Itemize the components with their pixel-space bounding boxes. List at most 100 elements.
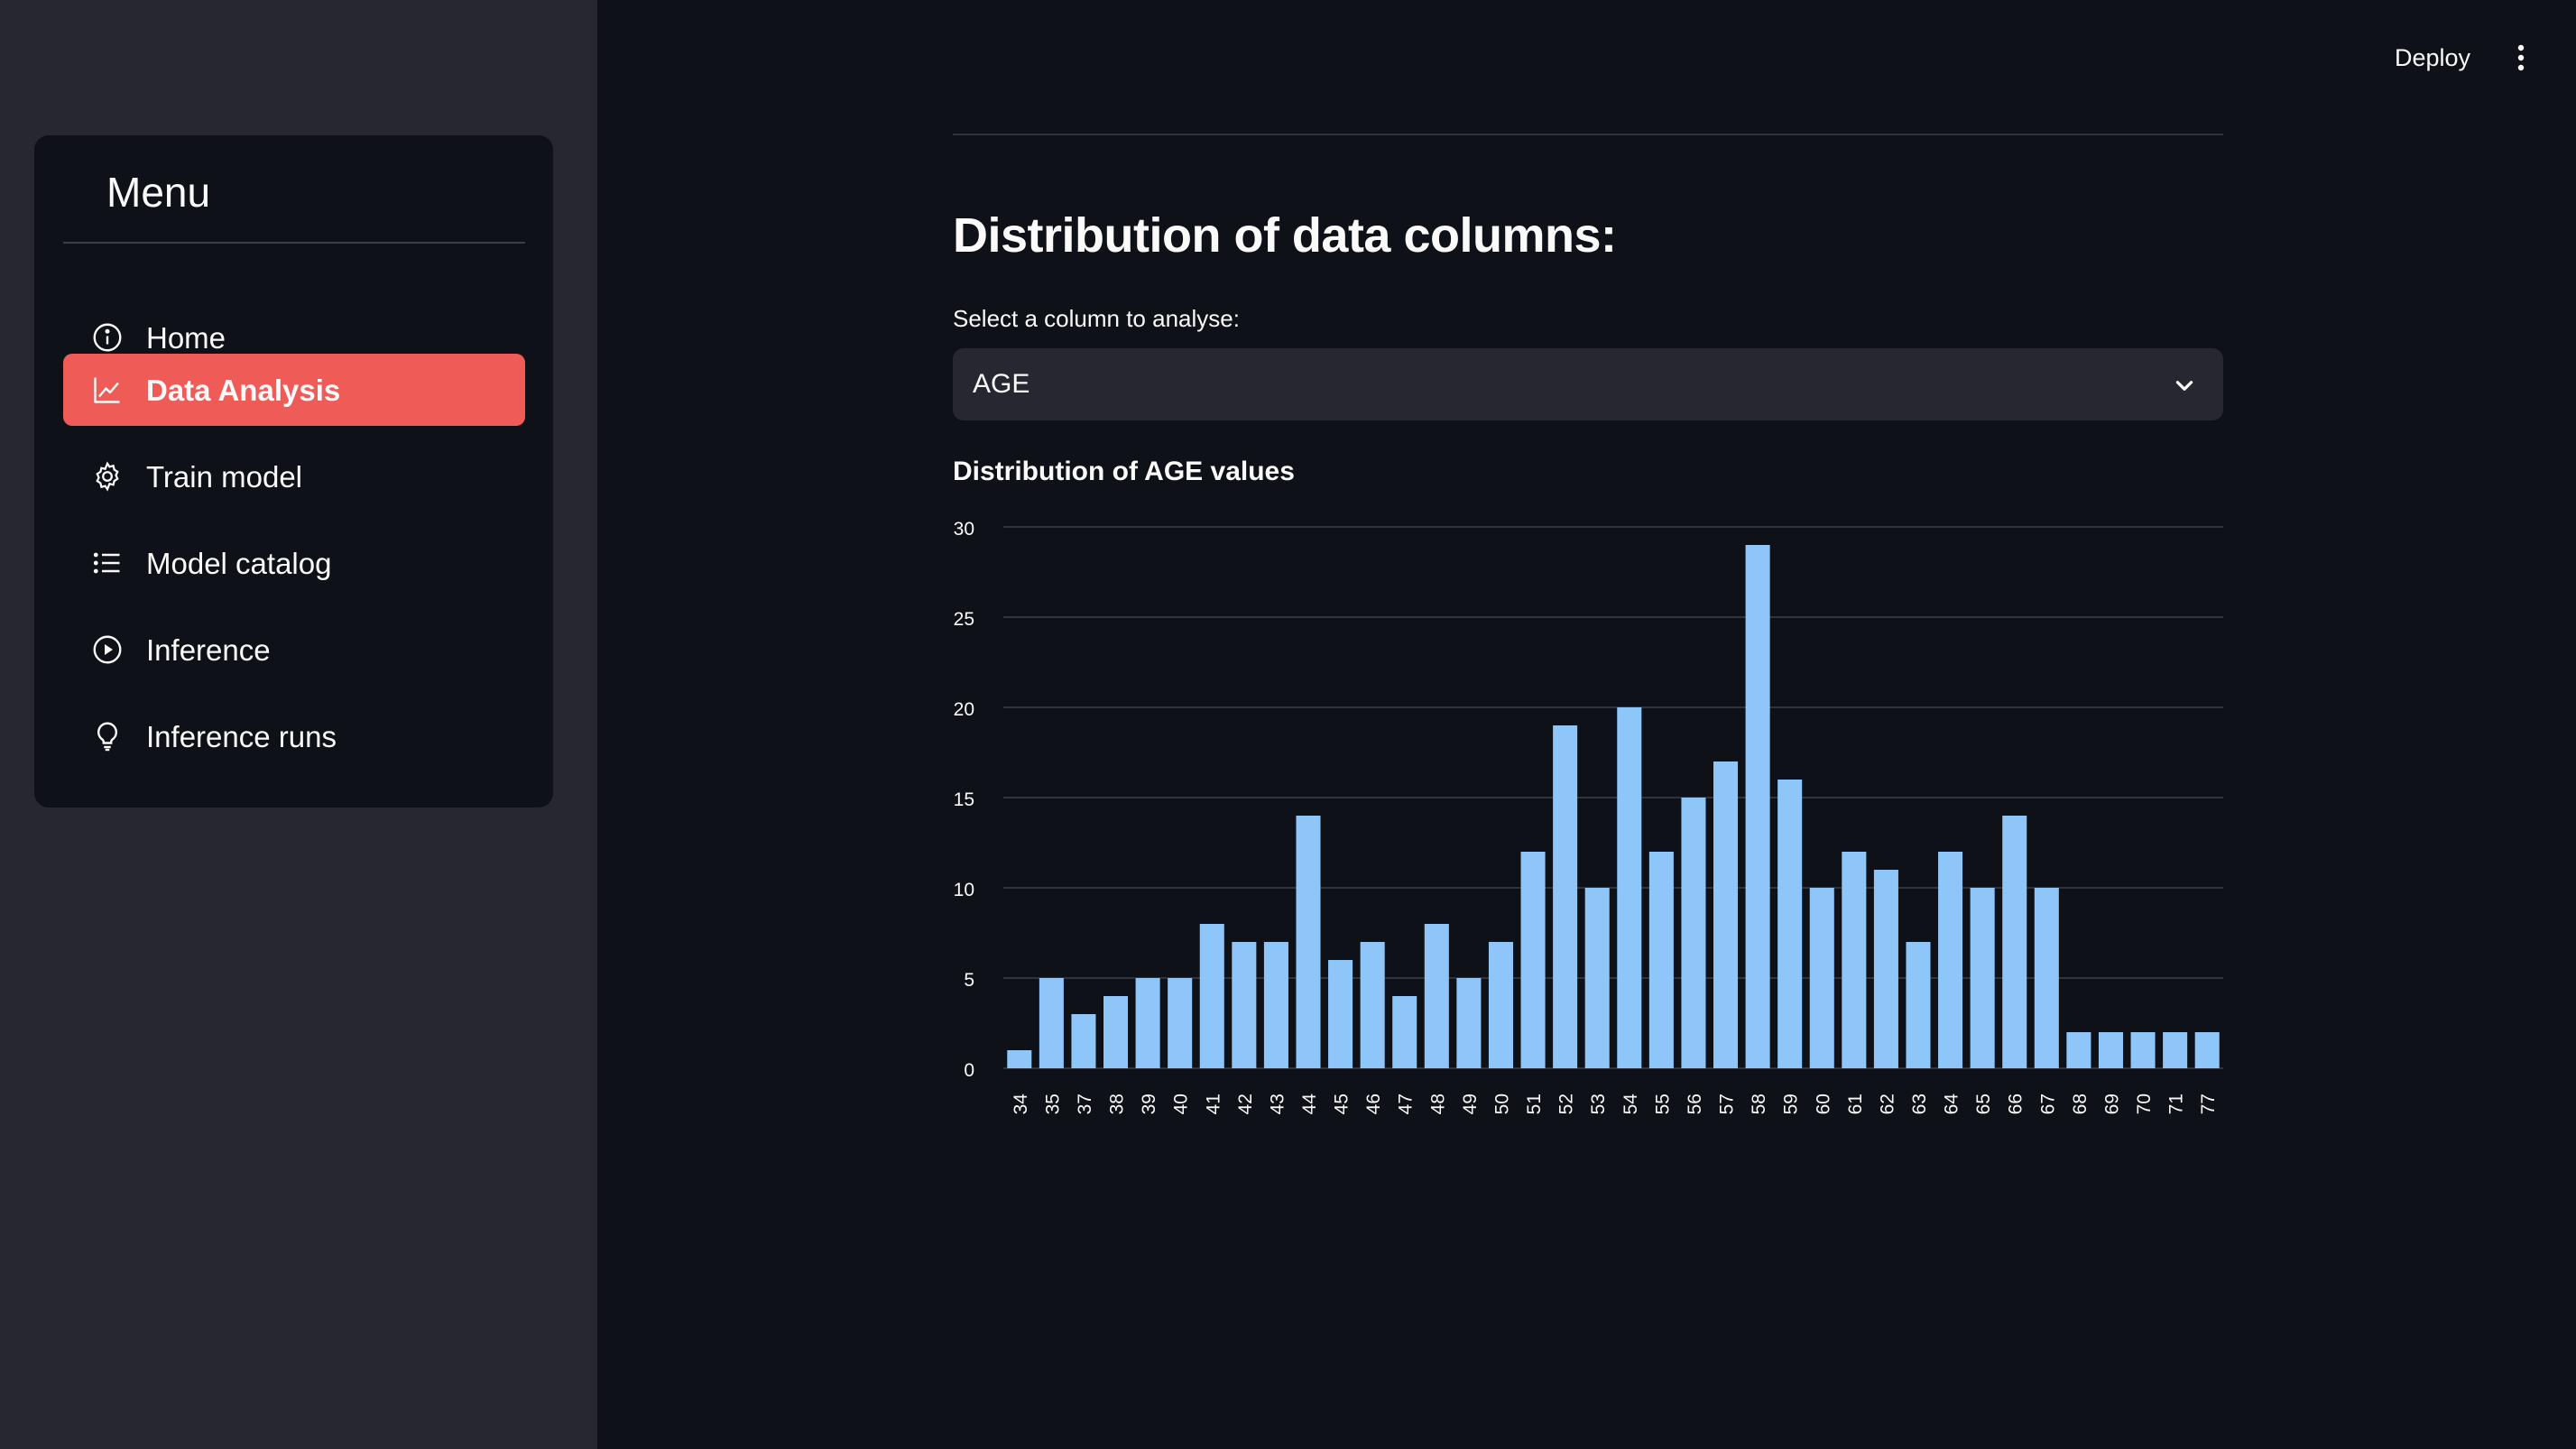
bar	[1007, 1050, 1032, 1068]
bar	[1296, 816, 1321, 1068]
chevron-down-icon	[2175, 381, 2193, 391]
y-tick-label: 5	[964, 970, 974, 991]
x-tick-label: 62	[1877, 1094, 1897, 1114]
bar	[1328, 960, 1353, 1068]
sidebar-item-train-model[interactable]: Train model	[63, 440, 525, 512]
sidebar-item-label: Train model	[146, 459, 303, 494]
sidebar-item-label: Data Analysis	[146, 373, 341, 407]
lightbulb-icon	[90, 719, 125, 753]
select-value: AGE	[973, 369, 1030, 399]
bar	[2163, 1032, 2188, 1068]
bar	[1392, 996, 1417, 1068]
x-tick-label: 58	[1749, 1094, 1769, 1114]
menu-title: Menu	[106, 169, 211, 216]
y-tick-label: 15	[954, 789, 974, 810]
bar	[2130, 1032, 2156, 1068]
bar	[1553, 725, 1578, 1068]
x-tick-label: 46	[1363, 1094, 1384, 1114]
x-tick-label: 47	[1396, 1094, 1417, 1114]
bar	[1360, 942, 1385, 1068]
sidebar-item-inference-runs[interactable]: Inference runs	[63, 700, 525, 772]
line-chart-icon	[90, 373, 125, 407]
page-title: Distribution of data columns:	[953, 208, 1617, 263]
column-select[interactable]: AGE	[953, 348, 2223, 420]
sidebar-item-label: Model catalog	[146, 546, 332, 580]
bar	[1648, 852, 1674, 1068]
sidebar: Menu Home Data Analysis Train model	[0, 0, 597, 1449]
x-tick-label: 37	[1075, 1094, 1095, 1114]
bar	[1873, 870, 1898, 1068]
x-tick-label: 57	[1717, 1094, 1738, 1114]
top-divider	[953, 134, 2223, 135]
bar	[1520, 852, 1546, 1068]
sidebar-item-label: Inference runs	[146, 719, 337, 753]
y-tick-label: 0	[964, 1060, 974, 1081]
x-tick-label: 63	[1909, 1094, 1930, 1114]
bar	[1809, 888, 1834, 1068]
gear-icon	[90, 459, 125, 494]
bar	[1456, 978, 1482, 1068]
bar	[2194, 1032, 2220, 1068]
y-tick-label: 20	[954, 699, 974, 720]
x-tick-label: 69	[2101, 1094, 2122, 1114]
menu-card: Menu Home Data Analysis Train model	[34, 135, 553, 808]
x-tick-label: 56	[1685, 1094, 1705, 1114]
x-tick-label: 51	[1524, 1094, 1545, 1114]
age-distribution-chart: 0 5 10 15 20 25 30 34 35 37 38 39 40 41 42 43 44 45 46 47 48…	[954, 519, 2223, 1115]
bar	[1938, 852, 1963, 1068]
bar	[1263, 942, 1288, 1068]
chart-title: Distribution of AGE values	[953, 457, 1295, 486]
sidebar-item-model-catalog[interactable]: Model catalog	[63, 527, 525, 599]
bar	[1617, 707, 1642, 1068]
x-tick-label: 53	[1588, 1094, 1609, 1114]
x-tick-label: 65	[1973, 1094, 1994, 1114]
x-tick-label: 43	[1267, 1094, 1288, 1114]
sidebar-item-data-analysis[interactable]: Data Analysis	[63, 354, 525, 426]
bar	[1232, 942, 1257, 1068]
bar	[1777, 780, 1803, 1068]
sidebar-item-inference[interactable]: Inference	[63, 614, 525, 686]
bar	[1842, 852, 1867, 1068]
x-tick-label: 61	[1845, 1094, 1866, 1114]
bar	[2002, 816, 2027, 1068]
x-tick-label: 34	[1011, 1094, 1031, 1115]
menu-divider	[63, 242, 525, 244]
x-tick-label: 48	[1427, 1094, 1448, 1114]
x-tick-label: 52	[1556, 1094, 1577, 1114]
bar	[1906, 942, 1931, 1068]
x-tick-label: 70	[2134, 1094, 2155, 1114]
bar	[1970, 888, 1995, 1068]
deploy-button[interactable]: Deploy	[2394, 43, 2471, 71]
bar	[1199, 924, 1224, 1068]
x-tick-label: 68	[2070, 1094, 2091, 1114]
select-label: Select a column to analyse:	[953, 305, 1240, 332]
x-tick-label: 44	[1299, 1094, 1320, 1115]
play-circle-icon	[90, 632, 125, 667]
bar	[1713, 761, 1739, 1068]
x-tick-label: 64	[1942, 1094, 1962, 1115]
x-tick-label: 38	[1107, 1094, 1128, 1114]
x-tick-label: 55	[1652, 1094, 1673, 1114]
x-tick-label: 54	[1620, 1094, 1641, 1115]
x-tick-label: 35	[1042, 1094, 1063, 1114]
bar	[2098, 1032, 2123, 1068]
sidebar-item-label: Home	[146, 320, 226, 355]
sidebar-item-home[interactable]: Home	[63, 301, 525, 374]
list-icon	[90, 546, 125, 580]
bar	[2034, 888, 2059, 1068]
bar	[1584, 888, 1610, 1068]
y-tick-label: 25	[954, 609, 974, 630]
x-tick-label: 39	[1139, 1094, 1159, 1114]
x-tick-label: 41	[1203, 1094, 1223, 1114]
x-tick-label: 67	[2037, 1094, 2058, 1114]
bar	[1039, 978, 1064, 1068]
x-tick-label: 60	[1813, 1094, 1833, 1114]
x-tick-label: 77	[2198, 1094, 2219, 1114]
bar	[1745, 545, 1770, 1068]
vertical-dots-icon[interactable]	[2503, 36, 2539, 79]
bar	[1168, 978, 1193, 1068]
bar	[1424, 924, 1449, 1068]
sidebar-item-label: Inference	[146, 632, 271, 667]
x-tick-label: 66	[2006, 1094, 2027, 1114]
y-tick-label: 10	[954, 880, 974, 900]
